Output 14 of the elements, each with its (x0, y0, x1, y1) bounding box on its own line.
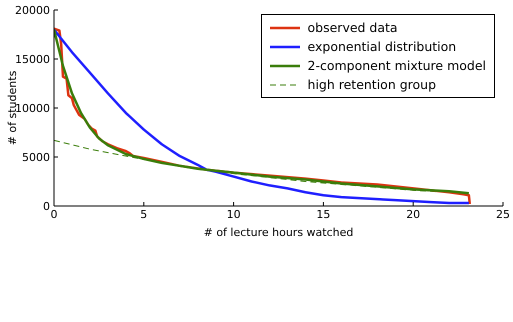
legend-label: observed data (308, 20, 398, 35)
legend-label: 2-component mixture model (308, 58, 486, 73)
y-tick-label: 20000 (15, 4, 50, 17)
x-tick-label: 20 (406, 208, 420, 221)
legend-label: exponential distribution (308, 39, 456, 54)
x-tick-label: 5 (140, 208, 148, 221)
x-tick-label: 15 (316, 208, 330, 221)
legend-label: high retention group (308, 77, 436, 92)
x-tick-label: 25 (496, 208, 510, 221)
y-tick-label: 5000 (22, 150, 50, 164)
x-axis-title: # of lecture hours watched (204, 226, 354, 239)
y-tick-label: 15000 (15, 52, 50, 66)
y-tick-label: 10000 (15, 102, 50, 115)
x-tick-label: 10 (226, 208, 241, 221)
